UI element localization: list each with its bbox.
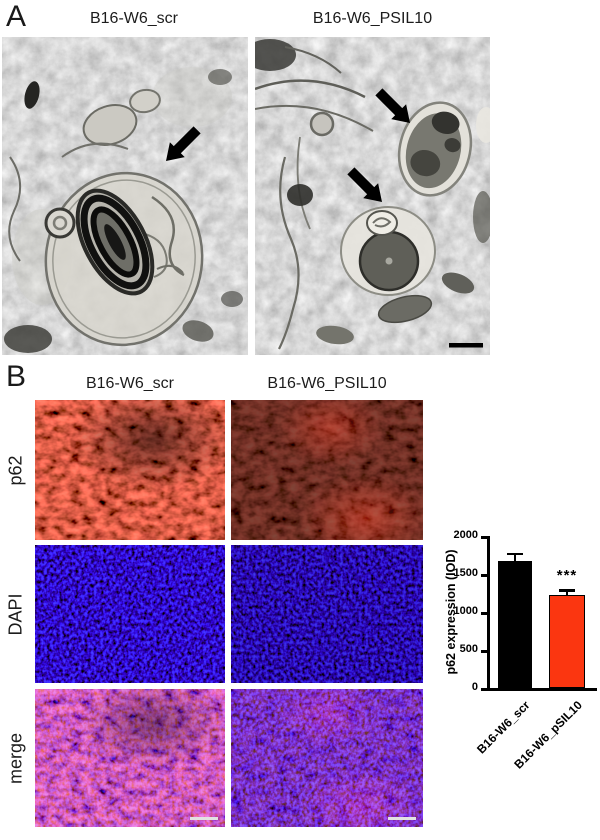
panel-b-label: B: [6, 360, 27, 393]
bar: [549, 594, 585, 688]
y-tick: [481, 612, 487, 615]
y-tick-label: 0: [471, 681, 478, 693]
dark-patch: [35, 689, 225, 827]
panel-b-col-title-psil10: B16-W6_PSIL10: [267, 375, 387, 392]
chart-plot-area: 0 500 1000 1500 2000 B16-W6_scr B16-W6_pSIL10 *…: [440, 515, 600, 815]
y-tick-label: 1500: [453, 567, 478, 579]
y-tick: [481, 688, 487, 691]
scale-bar: [388, 817, 416, 820]
em-image-psil10: [255, 37, 490, 355]
red-glow: [231, 689, 423, 827]
scale-bar: [190, 817, 218, 820]
y-tick-label: 2000: [453, 529, 478, 541]
arrow-icon: [375, 88, 410, 123]
panel-a-col-title-psil10: B16-W6_PSIL10: [312, 10, 433, 27]
arrow-icon: [166, 126, 201, 161]
scale-bar: [449, 343, 483, 348]
bar-chart: p62 expression (IOD) 0 500 1000 1500 2000 B16…: [440, 515, 600, 815]
panel-b-col-title-scr: B16-W6_scr: [85, 375, 175, 392]
em-image-scr-art: [2, 37, 248, 355]
if-image-p62-psil10: [231, 400, 423, 540]
y-axis: [487, 536, 490, 691]
if-image-merge-scr: [35, 689, 225, 827]
em-image-scr: [2, 37, 248, 355]
if-image-dapi-scr: [35, 545, 225, 683]
row-label-dapi: DAPI: [5, 593, 26, 636]
row-label-merge: merge: [5, 732, 26, 785]
y-tick: [481, 650, 487, 653]
panel-a-label: A: [6, 0, 27, 33]
error-bar-cap: [559, 589, 575, 592]
em-image-psil10-art: [255, 37, 490, 355]
error-bar-line: [565, 589, 569, 597]
error-bar-line: [513, 552, 517, 564]
error-bar-cap: [507, 552, 523, 556]
if-image-p62-scr: [35, 400, 225, 540]
if-image-merge-psil10: [231, 689, 423, 827]
panel-a-col-title-scr: B16-W6_scr: [89, 10, 179, 27]
y-tick: [481, 536, 487, 539]
significance-label: ***: [556, 567, 578, 585]
red-glow: [231, 400, 423, 540]
x-axis: [487, 688, 597, 691]
y-tick-label: 500: [459, 643, 478, 655]
bar: [498, 561, 532, 688]
arrow-icon: [347, 167, 382, 202]
y-tick-label: 1000: [453, 605, 478, 617]
y-tick: [481, 574, 487, 577]
myelin-whorl: [75, 188, 155, 296]
row-label-p62: p62: [5, 455, 26, 486]
if-image-dapi-psil10: [231, 545, 423, 683]
dark-patch: [35, 400, 225, 540]
